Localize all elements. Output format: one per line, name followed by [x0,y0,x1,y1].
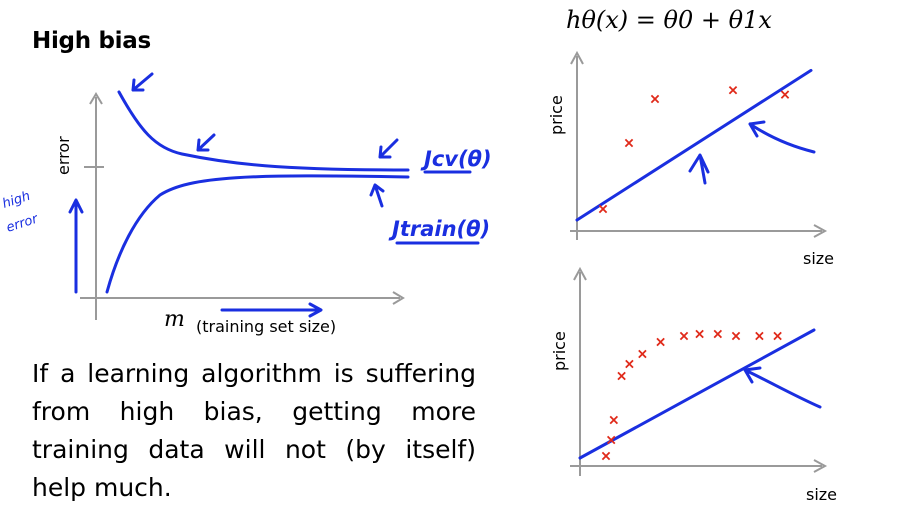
chart1-fit-arrow-right [748,120,816,154]
slide-title: High bias [32,28,151,54]
high-error-note-line1: high [1,189,33,212]
price-size-chart-2 [570,266,828,476]
chart2-data-point [679,331,689,341]
chart2-data-point [601,451,611,461]
j-cv-label: Jcv(θ) [420,147,492,171]
lc-x-axis-label: (training set size) [196,317,337,336]
chart2-data-point [695,329,704,339]
m-increase-arrow [220,302,323,318]
chart1-fit-arrow-lower [688,153,710,185]
chart2-data-point [617,371,626,381]
chart2-data-point [713,329,723,339]
chart1-data-point [780,90,790,99]
chart1-y-axis-arrowhead [570,50,584,65]
chart1-y-axis-label: price [547,95,566,135]
chart1-data-point [650,94,660,104]
chart2-data-point [609,415,619,425]
lc-y-axis-arrowhead [89,92,103,105]
cv-mid-arrow [196,133,216,152]
chart2-fit-line [578,328,816,460]
body-text: If a learning algorithm is suffering fro… [32,359,476,502]
chart2-data-point [755,331,764,341]
chart1-data-point [728,85,738,95]
lc-x-axis-arrowhead [392,291,405,305]
chart1-data-point [598,204,608,214]
chart2-data-point [656,337,665,347]
cv-end-arrow [378,138,399,159]
hypothesis-formula: hθ(x) = θ0 + θ1x [566,6,772,34]
chart2-y-axis-label: price [550,331,569,371]
chart2-fit-arrow-right [743,366,822,409]
high-error-note-line2: error [5,211,42,236]
chart2-data-point [625,359,634,369]
chart2-x-axis-label: size [806,485,838,504]
high-error-arrow [68,198,84,294]
j-cv-curve [117,90,410,172]
chart1-data-point [624,138,634,148]
j-train-curve [105,174,410,294]
lc-y-axis-label: error [54,136,73,175]
chart2-data-point [773,331,782,341]
chart1-fit-line [575,68,813,222]
chart2-y-axis-arrowhead [573,266,587,281]
chart1-x-axis-label: size [803,249,835,268]
cv-start-arrow [131,72,154,92]
learning-curve-plot: high error Jcv(θ) Jtrain(θ) [1,72,492,320]
lc-x-axis-symbol: m [164,307,185,332]
chart1-x-axis-arrowhead [813,224,828,238]
chart2-data-point [606,435,616,445]
chart2-data-point [638,349,647,359]
chart2-x-axis-arrowhead [813,459,828,473]
j-train-label: Jtrain(θ) [388,217,490,241]
chart2-data-point [731,331,741,341]
price-size-chart-1 [570,50,828,240]
train-end-arrow [369,183,385,208]
